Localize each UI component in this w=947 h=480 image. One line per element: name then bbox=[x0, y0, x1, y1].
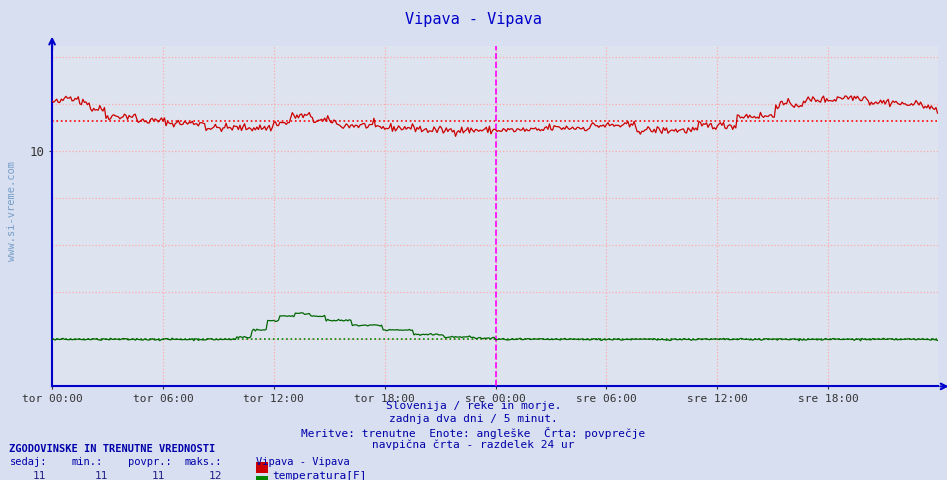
Text: maks.:: maks.: bbox=[185, 457, 223, 468]
Text: 11: 11 bbox=[33, 471, 46, 480]
Text: Vipava - Vipava: Vipava - Vipava bbox=[256, 457, 349, 468]
Text: sedaj:: sedaj: bbox=[9, 457, 47, 468]
Text: min.:: min.: bbox=[71, 457, 102, 468]
Text: 11: 11 bbox=[95, 471, 108, 480]
Text: Vipava - Vipava: Vipava - Vipava bbox=[405, 12, 542, 27]
Text: temperatura[F]: temperatura[F] bbox=[273, 471, 367, 480]
Text: navpična črta - razdelek 24 ur: navpična črta - razdelek 24 ur bbox=[372, 440, 575, 450]
Text: www.si-vreme.com: www.si-vreme.com bbox=[8, 161, 17, 261]
Text: ZGODOVINSKE IN TRENUTNE VREDNOSTI: ZGODOVINSKE IN TRENUTNE VREDNOSTI bbox=[9, 444, 216, 454]
Text: Slovenija / reke in morje.: Slovenija / reke in morje. bbox=[385, 401, 562, 411]
Text: 12: 12 bbox=[208, 471, 222, 480]
Text: zadnja dva dni / 5 minut.: zadnja dva dni / 5 minut. bbox=[389, 414, 558, 424]
Text: Meritve: trenutne  Enote: angleške  Črta: povprečje: Meritve: trenutne Enote: angleške Črta: … bbox=[301, 427, 646, 439]
Text: 11: 11 bbox=[152, 471, 165, 480]
Text: povpr.:: povpr.: bbox=[128, 457, 171, 468]
